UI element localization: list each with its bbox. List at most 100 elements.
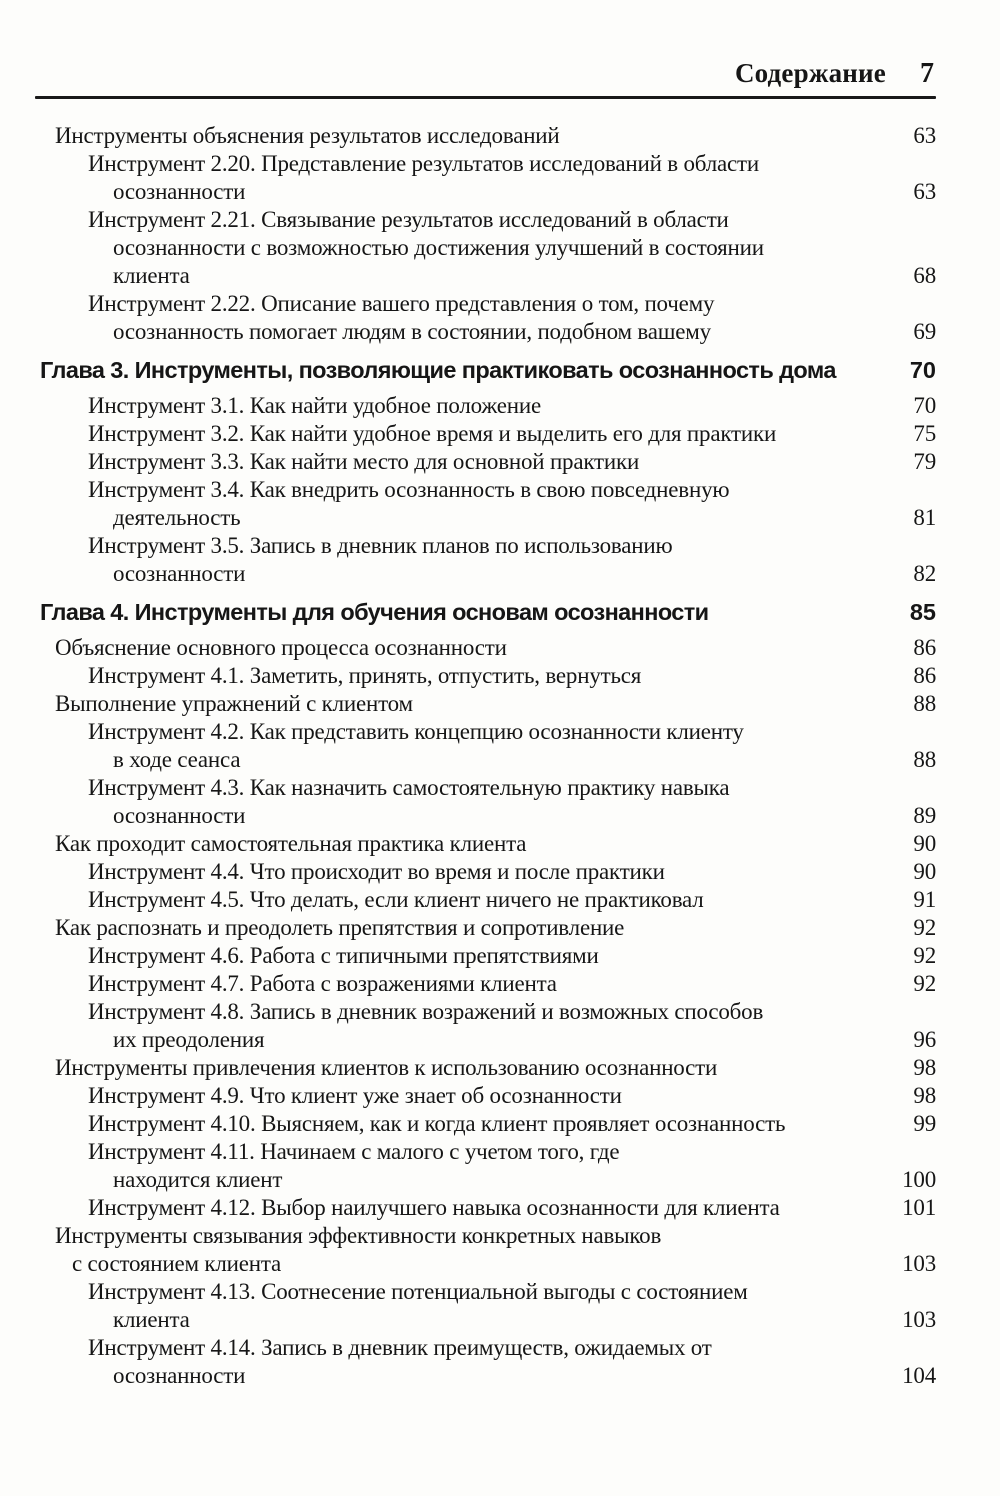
toc-entry-text: Инструмент 4.3. Как назначить самостояте… xyxy=(88,775,730,800)
toc-entry-text: Инструменты связывания эффективности кон… xyxy=(55,1223,662,1248)
toc-line: Инструмент 4.8. Запись в дневник возраже… xyxy=(40,998,936,1026)
table-of-contents: Инструменты объяснения результатов иссле… xyxy=(40,122,936,1390)
toc-line: осознанности 82 xyxy=(40,560,936,588)
toc-entry-text: осознанности xyxy=(113,179,246,204)
toc-entry-text: Глава 4. Инструменты для обучения основа… xyxy=(40,599,709,625)
toc-entry-page: 63 xyxy=(913,179,936,204)
toc-line: Инструмент 4.7. Работа с возражениями кл… xyxy=(40,970,936,998)
toc-entry-page: 92 xyxy=(913,915,936,940)
toc-line: Инструмент 3.2. Как найти удобное время … xyxy=(40,420,936,448)
toc-entry-text: Инструменты привлечения клиентов к испол… xyxy=(55,1055,718,1080)
toc-entry-text: Инструмент 3.5. Запись в дневник планов … xyxy=(88,533,673,558)
toc-entry-text: Инструмент 4.7. Работа с возражениями кл… xyxy=(88,971,557,996)
toc-entry-page: 75 xyxy=(913,421,936,446)
toc-line: Инструмент 4.14. Запись в дневник преиму… xyxy=(40,1334,936,1362)
toc-entry-text: Инструмент 4.13. Соотнесение потенциальн… xyxy=(88,1279,748,1304)
toc-line: Инструмент 4.13. Соотнесение потенциальн… xyxy=(40,1278,936,1306)
toc-entry-text: Инструмент 4.2. Как представить концепци… xyxy=(88,719,744,744)
toc-line: осознанности 104 xyxy=(40,1362,936,1390)
toc-entry-page: 86 xyxy=(913,663,936,688)
toc-entry-page: 81 xyxy=(913,505,936,530)
toc-entry-page: 88 xyxy=(913,747,936,772)
toc-entry-page: 69 xyxy=(913,319,936,344)
toc-line: Инструмент 2.20. Представление результат… xyxy=(40,150,936,178)
header-rule xyxy=(35,96,936,99)
toc-entry-page: 100 xyxy=(902,1167,936,1192)
toc-entry-text: с состоянием клиента xyxy=(72,1251,281,1276)
toc-entry-page: 63 xyxy=(913,123,936,148)
toc-entry-page: 89 xyxy=(913,803,936,828)
toc-entry-text: Как проходит самостоятельная практика кл… xyxy=(55,831,527,856)
toc-entry-text: Инструмент 4.6. Работа с типичными препя… xyxy=(88,943,599,968)
toc-entry-text: в ходе сеанса xyxy=(113,747,241,772)
toc-line: Инструмент 4.1. Заметить, принять, отпус… xyxy=(40,662,936,690)
page-number: 7 xyxy=(920,58,934,89)
toc-entry-page: 92 xyxy=(913,943,936,968)
toc-entry-text: осознанности с возможностью достижения у… xyxy=(113,235,764,260)
toc-line: Инструмент 4.6. Работа с типичными препя… xyxy=(40,942,936,970)
toc-line: с состоянием клиента 103 xyxy=(40,1250,936,1278)
toc-line: осознанности 63 xyxy=(40,178,936,206)
page-header: Содержание 7 xyxy=(40,0,936,90)
toc-line: Инструмент 4.9. Что клиент уже знает об … xyxy=(40,1082,936,1110)
toc-entry-text: деятельность xyxy=(113,505,241,530)
toc-entry-text: Инструмент 4.9. Что клиент уже знает об … xyxy=(88,1083,622,1108)
toc-line: находится клиент 100 xyxy=(40,1166,936,1194)
toc-line: осознанности с возможностью достижения у… xyxy=(40,234,936,262)
toc-entry-text: Объяснение основного процесса осознаннос… xyxy=(55,635,507,660)
toc-line: Выполнение упражнений с клиентом 88 xyxy=(40,690,936,718)
toc-entry-page: 101 xyxy=(902,1195,936,1220)
toc-entry-page: 82 xyxy=(913,561,936,586)
toc-line: Инструмент 4.2. Как представить концепци… xyxy=(40,718,936,746)
toc-line: Инструмент 4.3. Как назначить самостояте… xyxy=(40,774,936,802)
toc-entry-text: Инструмент 4.14. Запись в дневник преиму… xyxy=(88,1335,712,1360)
toc-entry-text: Инструмент 2.20. Представление результат… xyxy=(88,151,759,176)
toc-entry-page: 104 xyxy=(902,1363,936,1388)
toc-entry-text: осознанности xyxy=(113,561,246,586)
toc-entry-text: Инструмент 4.10. Выясняем, как и когда к… xyxy=(88,1111,786,1136)
toc-entry-page: 70 xyxy=(913,393,936,418)
toc-line: Инструмент 2.22. Описание вашего предста… xyxy=(40,290,936,318)
toc-line: их преодоления 96 xyxy=(40,1026,936,1054)
toc-entry-text: Выполнение упражнений с клиентом xyxy=(55,691,413,716)
toc-entry-page: 85 xyxy=(909,599,936,625)
toc-line: Инструменты привлечения клиентов к испол… xyxy=(40,1054,936,1082)
toc-entry-page: 86 xyxy=(913,635,936,660)
toc-line: деятельность 81 xyxy=(40,504,936,532)
toc-entry-page: 90 xyxy=(913,831,936,856)
toc-entry-text: Инструмент 3.4. Как внедрить осознанност… xyxy=(88,477,730,502)
toc-entry-page: 92 xyxy=(913,971,936,996)
toc-line: Инструмент 4.4. Что происходит во время … xyxy=(40,858,936,886)
toc-entry-text: Инструмент 4.12. Выбор наилучшего навыка… xyxy=(88,1195,780,1220)
toc-line: Инструмент 3.5. Запись в дневник планов … xyxy=(40,532,936,560)
toc-entry-page: 103 xyxy=(902,1251,936,1276)
toc-line: Глава 4. Инструменты для обучения основа… xyxy=(40,598,936,626)
toc-line: Инструменты объяснения результатов иссле… xyxy=(40,122,936,150)
toc-entry-page: 70 xyxy=(909,357,936,383)
toc-entry-page: 96 xyxy=(913,1027,936,1052)
toc-entry-text: Инструмент 4.5. Что делать, если клиент … xyxy=(88,887,704,912)
toc-line: осознанность помогает людям в состоянии,… xyxy=(40,318,936,346)
toc-line: Инструмент 4.11. Начинаем с малого с уче… xyxy=(40,1138,936,1166)
toc-entry-text: Инструменты объяснения результатов иссле… xyxy=(55,123,560,148)
toc-line: Как проходит самостоятельная практика кл… xyxy=(40,830,936,858)
toc-entry-text: Инструмент 4.1. Заметить, принять, отпус… xyxy=(88,663,642,688)
toc-line: Объяснение основного процесса осознаннос… xyxy=(40,634,936,662)
toc-entry-text: Инструмент 3.3. Как найти место для осно… xyxy=(88,449,640,474)
toc-entry-text: Инструмент 4.4. Что происходит во время … xyxy=(88,859,665,884)
toc-entry-page: 98 xyxy=(913,1055,936,1080)
toc-line: Инструмент 3.3. Как найти место для осно… xyxy=(40,448,936,476)
toc-entry-text: их преодоления xyxy=(113,1027,265,1052)
toc-line: в ходе сеанса 88 xyxy=(40,746,936,774)
toc-entry-page: 79 xyxy=(913,449,936,474)
toc-entry-page: 90 xyxy=(913,859,936,884)
toc-line: Инструмент 4.10. Выясняем, как и когда к… xyxy=(40,1110,936,1138)
toc-entry-text: находится клиент xyxy=(113,1167,283,1192)
toc-entry-page: 103 xyxy=(902,1307,936,1332)
toc-entry-text: Как распознать и преодолеть препятствия … xyxy=(55,915,625,940)
toc-entry-text: клиента xyxy=(113,263,190,288)
toc-entry-page: 91 xyxy=(913,887,936,912)
toc-entry-text: Инструмент 4.8. Запись в дневник возраже… xyxy=(88,999,764,1024)
toc-line: Инструмент 3.4. Как внедрить осознанност… xyxy=(40,476,936,504)
